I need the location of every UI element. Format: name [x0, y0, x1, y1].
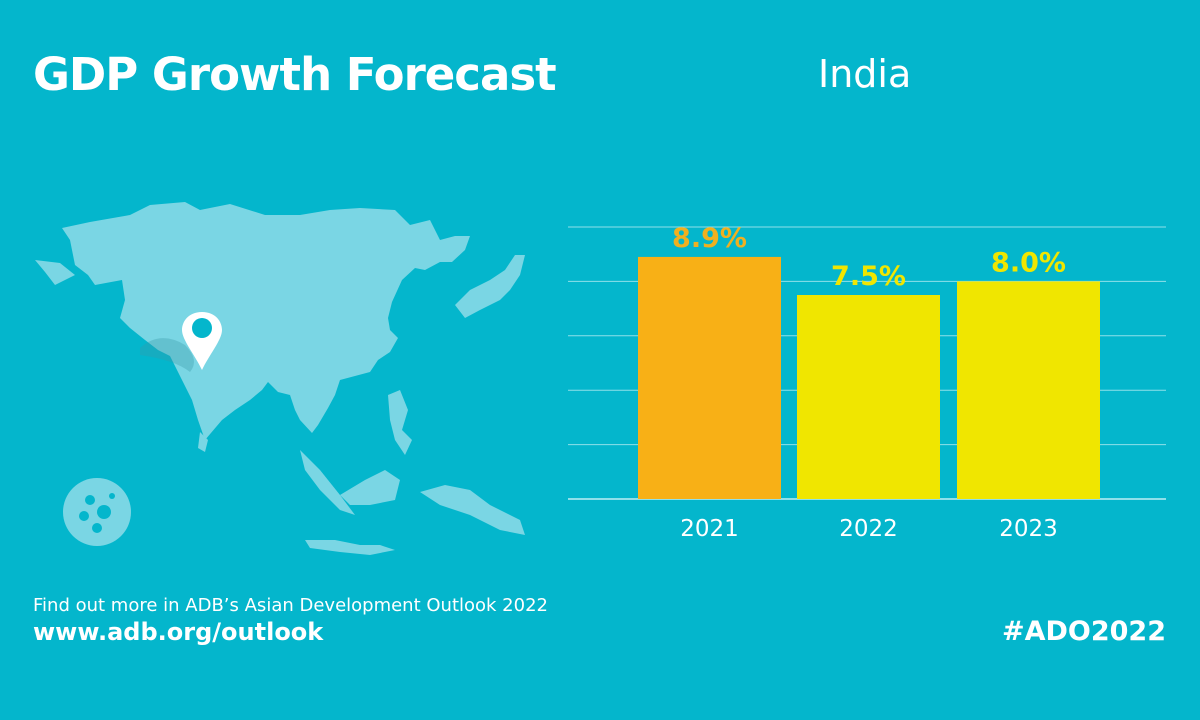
country-label: India — [818, 52, 912, 96]
data-label: 8.9% — [672, 223, 747, 254]
page-title: GDP Growth Forecast — [33, 48, 557, 101]
hashtag-text: #ADO2022 — [1001, 616, 1166, 647]
bar-2022 — [797, 295, 940, 499]
coronavirus-icon — [63, 478, 131, 546]
footer-info-text: Find out more in ADB’s Asian Development… — [33, 595, 548, 616]
x-tick-label: 2021 — [680, 516, 739, 542]
x-tick-label: 2022 — [839, 516, 898, 542]
x-tick-label: 2023 — [999, 516, 1058, 542]
data-label: 8.0% — [991, 247, 1066, 278]
bar-2023 — [957, 281, 1100, 499]
data-label: 7.5% — [831, 261, 906, 292]
bar-2021 — [638, 256, 781, 499]
location-pin-icon — [182, 312, 222, 370]
footer-url-link[interactable]: www.adb.org/outlook — [33, 618, 324, 646]
asia-map-icon — [35, 202, 525, 555]
